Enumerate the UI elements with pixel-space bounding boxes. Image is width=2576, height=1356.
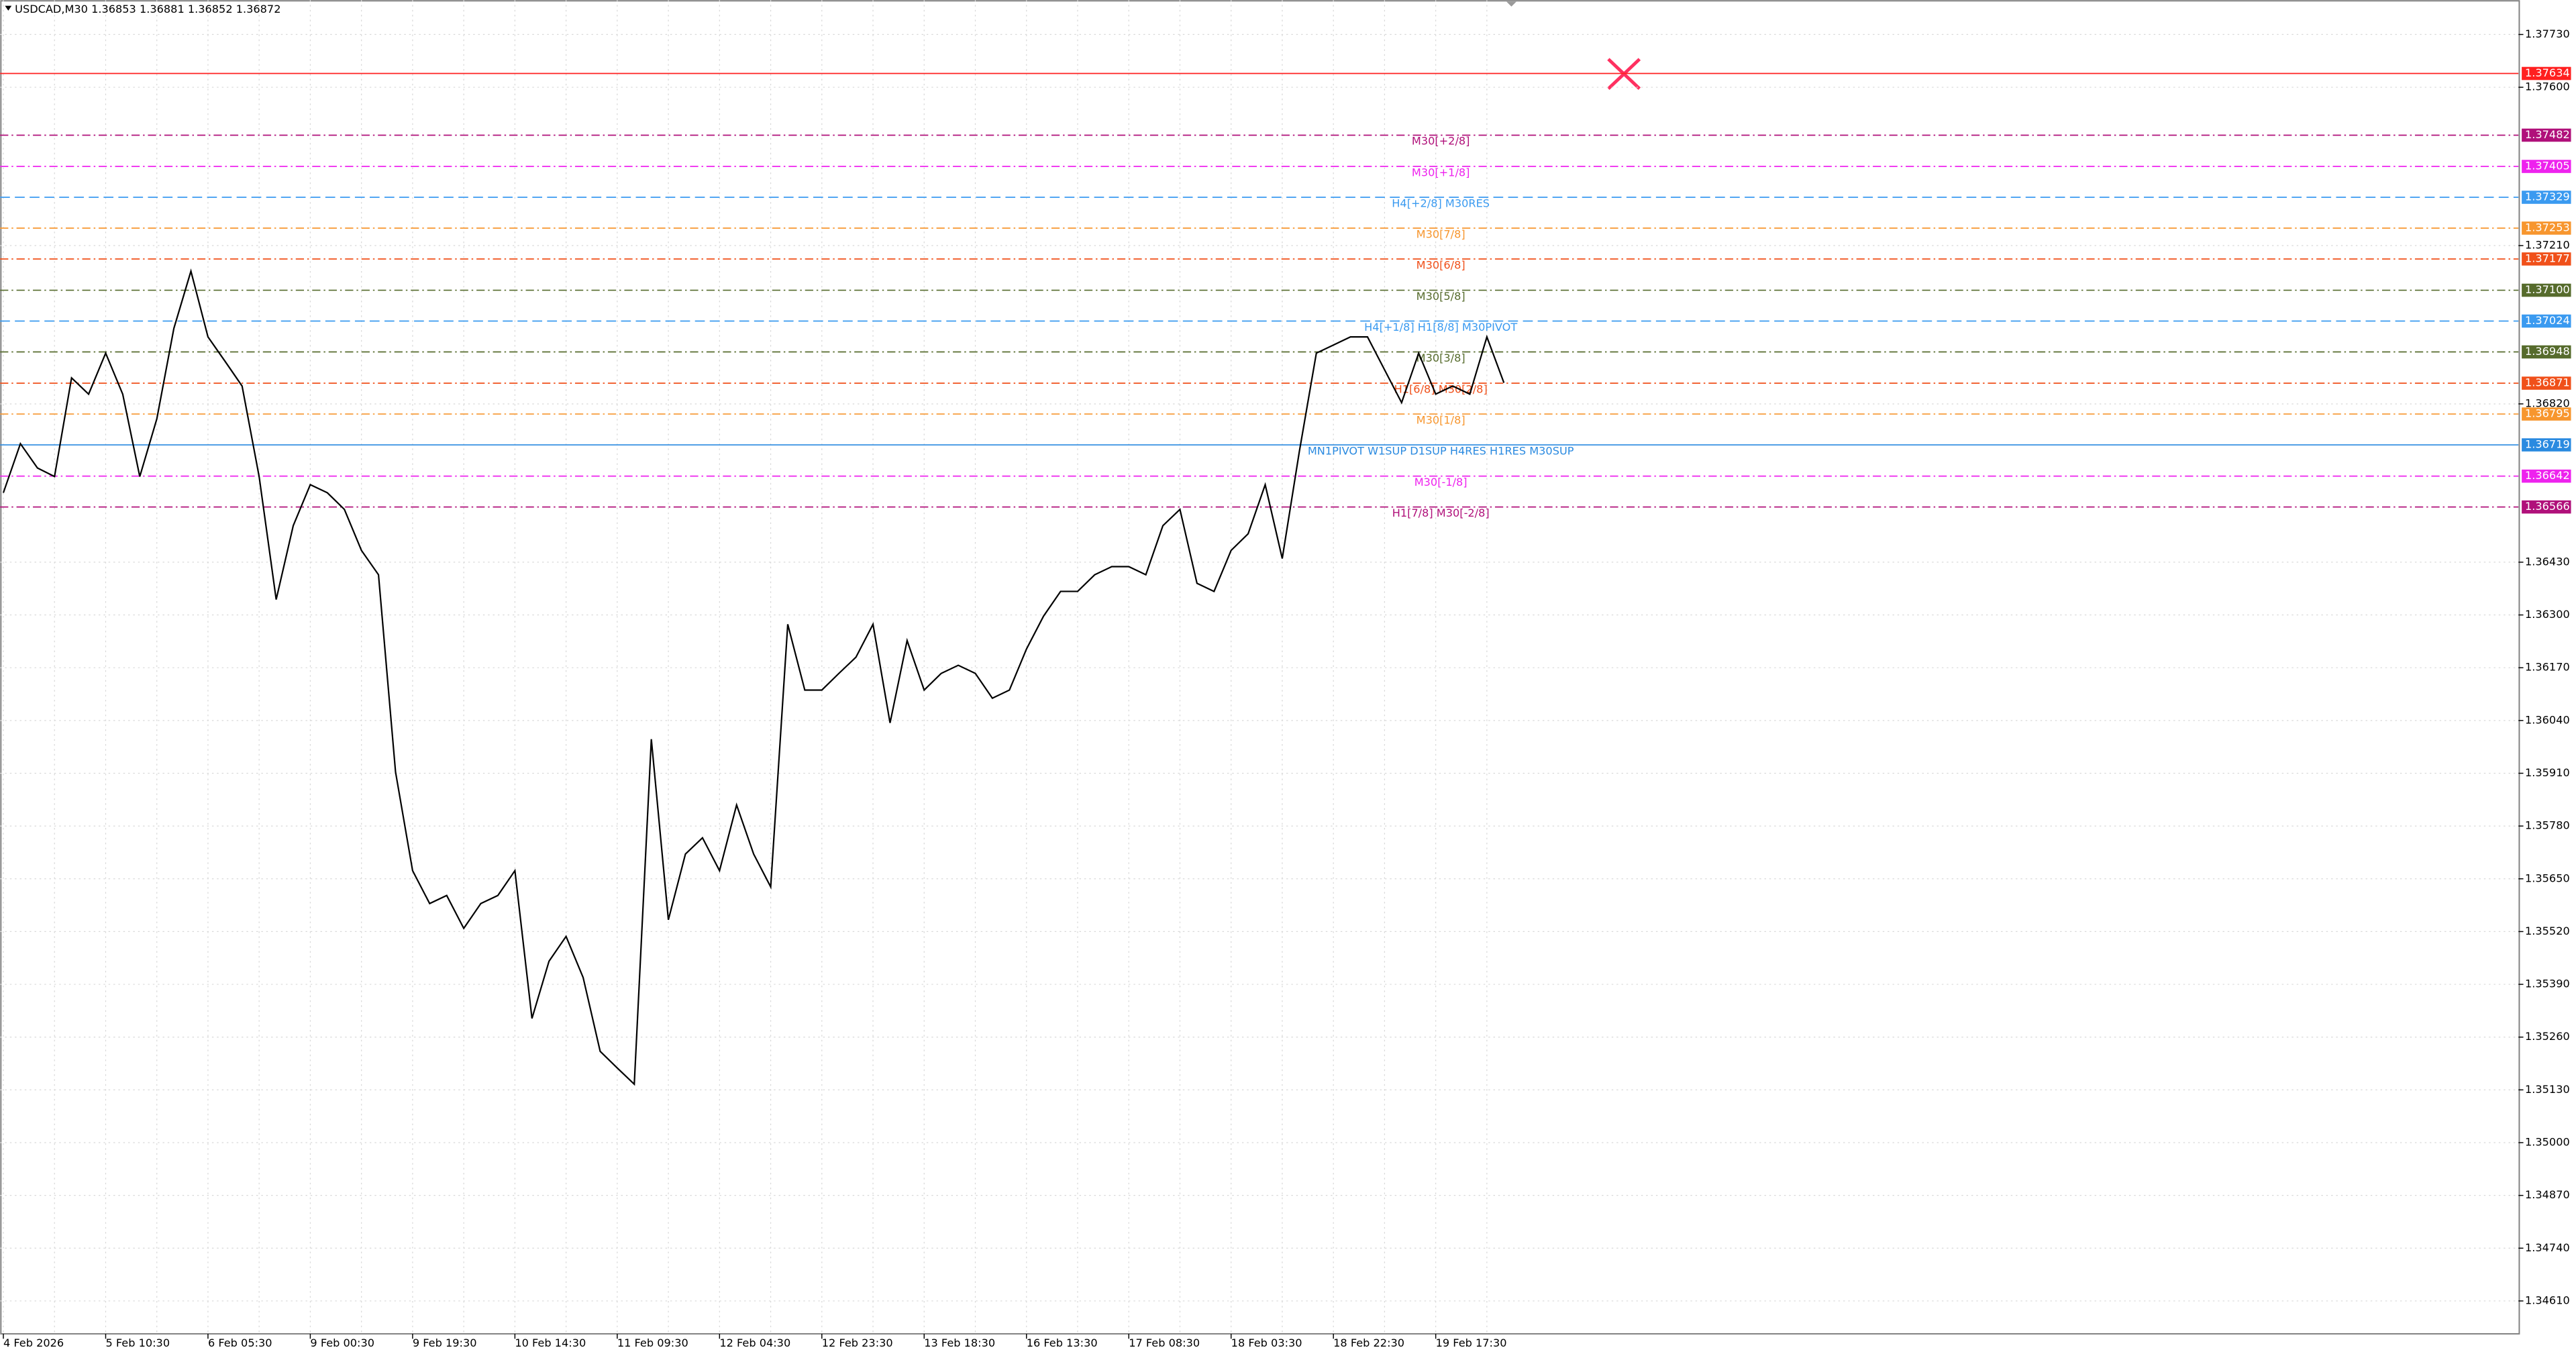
price-box <box>2522 345 2571 359</box>
level-label: H4[+1/8] H1[8/8] M30PIVOT <box>1364 321 1517 333</box>
y-tick-label: 1.36040 <box>2525 713 2570 726</box>
price-box <box>2522 252 2571 266</box>
level-label: M30[3/8] <box>1416 352 1465 364</box>
x-tick-label: 12 Feb 04:30 <box>719 1337 790 1349</box>
price-box <box>2522 191 2571 204</box>
price-box <box>2522 407 2571 421</box>
level-label: H4[+2/8] M30RES <box>1392 197 1490 209</box>
price-box <box>2522 66 2571 81</box>
level-label: H1[7/8] M30[-2/8] <box>1392 507 1490 519</box>
y-tick-label: 1.37730 <box>2525 28 2570 40</box>
y-tick-label: 1.37600 <box>2525 81 2570 93</box>
y-tick-label: 1.35260 <box>2525 1030 2570 1043</box>
price-box-label: 1.36795 <box>2525 407 2570 420</box>
x-tick-label: 9 Feb 00:30 <box>310 1337 374 1349</box>
y-tick-label: 1.35650 <box>2525 872 2570 884</box>
y-tick-label: 1.36820 <box>2525 397 2570 409</box>
x-tick-label: 16 Feb 13:30 <box>1027 1337 1098 1349</box>
y-tick-label: 1.36430 <box>2525 555 2570 568</box>
level-label: M30[7/8] <box>1416 227 1465 240</box>
levels: M30[+2/8] M30[+1/8] H4[+2/8] M30RES M30[7/8… <box>0 72 2519 519</box>
level-label: MN1PIVOT W1SUP D1SUP H4RES H1RES M30SUP <box>1308 444 1574 457</box>
x-tick-label: 6 Feb 05:30 <box>208 1337 272 1349</box>
price-box-label: 1.37024 <box>2525 314 2570 327</box>
x-tick-label: 11 Feb 09:30 <box>617 1337 688 1349</box>
x-tick-label: 18 Feb 03:30 <box>1231 1337 1302 1349</box>
x-tick-label: 4 Feb 2026 <box>3 1337 64 1349</box>
level-label: M30[-1/8] <box>1414 476 1467 488</box>
y-tick-label: 1.35000 <box>2525 1136 2570 1149</box>
price-box <box>2522 160 2571 173</box>
x-tick-label: 19 Feb 17:30 <box>1436 1337 1507 1349</box>
price-box <box>2522 469 2571 483</box>
price-box-label: 1.37100 <box>2525 283 2570 296</box>
level-label: M30[5/8] <box>1416 290 1465 303</box>
price-box <box>2522 314 2571 328</box>
price-box <box>2522 500 2571 514</box>
x-tick-label: 5 Feb 10:30 <box>105 1337 170 1349</box>
y-tick-label: 1.36300 <box>2525 608 2570 621</box>
y-tick-label: 1.35520 <box>2525 925 2570 937</box>
price-box-label: 1.36871 <box>2525 376 2570 389</box>
plot <box>2 268 1505 1086</box>
price-box-label: 1.37482 <box>2525 128 2570 141</box>
y-tick-label: 1.35130 <box>2525 1083 2570 1096</box>
level-label: M30[+2/8] <box>1412 135 1470 148</box>
axes: 1.37730 1.37600 1.37210 1.36820 1.36430 1.363… <box>3 28 2571 1349</box>
price-box <box>2522 376 2571 390</box>
header-arrow <box>5 5 12 11</box>
level-label: M30[1/8] <box>1416 413 1465 426</box>
x-tick-label: 17 Feb 08:30 <box>1129 1337 1200 1349</box>
price-box-label: 1.36948 <box>2525 345 2570 358</box>
y-tick-label: 1.34740 <box>2525 1241 2570 1254</box>
x-tick-label: 10 Feb 14:30 <box>515 1337 586 1349</box>
y-tick-label: 1.35390 <box>2525 978 2570 990</box>
price-box <box>2522 438 2571 452</box>
price-line <box>2 268 1505 1086</box>
level-label: M30[+1/8] <box>1412 166 1470 178</box>
level-label: M30[6/8] <box>1416 258 1465 271</box>
x-tick-label: 9 Feb 19:30 <box>413 1337 477 1349</box>
y-tick-label: 1.37210 <box>2525 239 2570 252</box>
chart-title: USDCAD,M30 1.36853 1.36881 1.36852 1.368… <box>15 3 280 15</box>
level-label: H1[6/8] M30[2/8] <box>1394 382 1488 395</box>
price-box-label: 1.36719 <box>2525 438 2570 451</box>
price-box <box>2522 283 2571 297</box>
x-tick-label: 13 Feb 18:30 <box>924 1337 995 1349</box>
y-tick-label: 1.36170 <box>2525 661 2570 674</box>
price-box-label: 1.37634 <box>2525 66 2570 79</box>
shift-marker <box>1506 1 1516 7</box>
price-box <box>2522 221 2571 235</box>
price-box-label: 1.36642 <box>2525 469 2570 482</box>
y-tick-label: 1.35780 <box>2525 819 2570 832</box>
y-tick-label: 1.35910 <box>2525 766 2570 779</box>
grid <box>0 0 2519 1334</box>
x-tick-label: 18 Feb 22:30 <box>1333 1337 1404 1349</box>
x-tick-label: 12 Feb 23:30 <box>822 1337 893 1349</box>
y-tick-label: 1.34610 <box>2525 1294 2570 1306</box>
price-box-label: 1.37329 <box>2525 191 2570 203</box>
price-box <box>2522 128 2571 142</box>
price-box-label: 1.36566 <box>2525 500 2570 513</box>
price-box-label: 1.37405 <box>2525 160 2570 172</box>
price-box-label: 1.37253 <box>2525 221 2570 233</box>
price-box-label: 1.37177 <box>2525 252 2570 264</box>
y-tick-label: 1.34870 <box>2525 1188 2570 1201</box>
